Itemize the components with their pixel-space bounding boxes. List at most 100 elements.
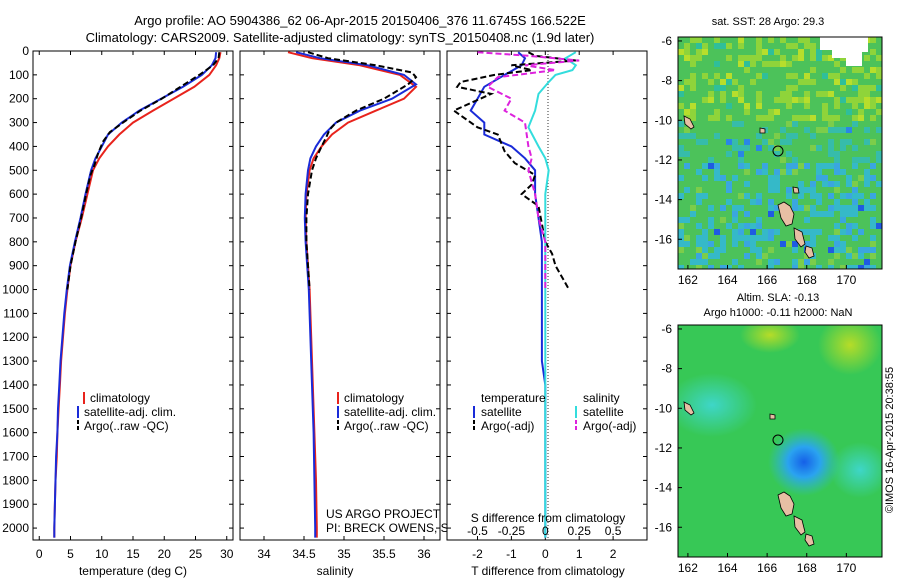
sst-cell xyxy=(714,43,720,49)
island xyxy=(792,186,800,194)
sst-cell xyxy=(678,145,684,151)
sst-cell xyxy=(804,253,810,259)
series-line-argo-raw-qc xyxy=(305,51,418,290)
sst-cell xyxy=(852,223,858,229)
sst-cell xyxy=(750,61,756,67)
sst-cell xyxy=(690,205,696,211)
map-y-tick-label: -14 xyxy=(655,481,673,495)
sst-cell xyxy=(798,55,804,61)
sst-cell xyxy=(840,79,846,85)
sst-cell xyxy=(678,241,684,247)
sst-map-frame xyxy=(677,36,883,270)
sst-cell xyxy=(810,79,816,85)
island xyxy=(793,515,806,536)
sst-cell xyxy=(780,157,786,163)
sst-cell xyxy=(732,229,738,235)
sst-cell xyxy=(864,97,870,103)
sst-cell xyxy=(846,265,852,269)
sst-cell xyxy=(786,43,792,49)
sst-cell xyxy=(678,91,684,97)
sst-cell xyxy=(876,85,882,91)
sst-cell xyxy=(756,115,762,121)
sst-cell xyxy=(768,211,774,217)
sst-cell xyxy=(846,97,852,103)
sst-cell xyxy=(810,211,816,217)
sst-cell xyxy=(840,145,846,151)
sst-cell xyxy=(858,157,864,163)
sst-cell xyxy=(828,145,834,151)
sst-cell xyxy=(852,253,858,259)
sst-cell xyxy=(840,241,846,247)
sst-cell xyxy=(864,55,870,61)
sst-cell xyxy=(864,103,870,109)
sst-cell xyxy=(834,199,840,205)
sst-cell xyxy=(780,55,786,61)
sst-cell xyxy=(762,73,768,79)
sst-cell xyxy=(768,181,774,187)
legend-label-temperature-argo: Argo(-adj) xyxy=(481,419,534,433)
map-y-tick-label: -8 xyxy=(661,362,672,376)
sst-cell xyxy=(696,37,702,43)
sst-cell xyxy=(720,43,726,49)
sst-cell xyxy=(708,265,714,269)
difference-top-axis-label: S difference from climatology xyxy=(471,511,626,525)
sst-cell xyxy=(714,247,720,253)
difference-panel: -2 -1 0 1 2 S difference from climatology -0… xyxy=(446,50,648,578)
figure-title-line2: Climatology: CARS2009. Satellite-adjuste… xyxy=(86,30,595,45)
sst-cell xyxy=(678,103,684,109)
sst-cell xyxy=(804,229,810,235)
sst-cell xyxy=(750,79,756,85)
argo-float-marker xyxy=(772,145,784,157)
sst-cell xyxy=(720,91,726,97)
sst-cell xyxy=(774,49,780,55)
sst-cell xyxy=(720,205,726,211)
sst-cell xyxy=(810,193,816,199)
map-x-tick-label: 162 xyxy=(678,561,698,575)
legend-label-satellite-adj: satellite-adj. clim. xyxy=(344,405,436,419)
sst-cell xyxy=(732,235,738,241)
sst-cell xyxy=(690,79,696,85)
sst-cell xyxy=(690,133,696,139)
y-tick-label: 300 xyxy=(9,116,29,130)
sst-cell xyxy=(768,199,774,205)
sst-cell xyxy=(696,199,702,205)
sst-cell xyxy=(750,241,756,247)
legend-label-argo: Argo(..raw -QC) xyxy=(344,419,429,433)
x-tick-label: 35.5 xyxy=(372,547,396,561)
sst-cell xyxy=(726,55,732,61)
top-x-tick-label: 0 xyxy=(542,524,549,538)
sst-cell xyxy=(870,97,876,103)
sst-cell xyxy=(792,73,798,79)
map-y-tick-label: -6 xyxy=(661,322,672,336)
sst-cell xyxy=(864,127,870,133)
map-y-tick-label: -12 xyxy=(655,153,673,167)
sst-cell xyxy=(834,223,840,229)
sst-cell xyxy=(738,235,744,241)
sst-cell xyxy=(708,115,714,121)
sst-cell xyxy=(834,127,840,133)
sst-cell xyxy=(714,37,720,43)
sst-cell xyxy=(858,205,864,211)
sst-cell xyxy=(834,229,840,235)
y-tick-label: 1500 xyxy=(2,402,29,416)
sst-cell xyxy=(768,145,774,151)
sst-cell xyxy=(810,133,816,139)
figure-title-line1: Argo profile: AO 5904386_62 06-Apr-2015 … xyxy=(134,13,586,28)
island xyxy=(804,245,815,259)
sst-cell xyxy=(696,169,702,175)
sst-cell xyxy=(732,211,738,217)
sst-cell xyxy=(870,175,876,181)
sst-cell xyxy=(828,181,834,187)
sst-cell xyxy=(756,37,762,43)
sst-cell xyxy=(822,73,828,79)
sst-cell xyxy=(870,241,876,247)
sst-cell xyxy=(870,235,876,241)
sst-cell xyxy=(708,223,714,229)
sst-cell xyxy=(858,109,864,115)
sst-cell xyxy=(678,247,684,253)
sst-cell xyxy=(792,241,798,247)
sst-cell xyxy=(798,97,804,103)
sst-cell xyxy=(864,73,870,79)
sst-cell xyxy=(738,91,744,97)
sst-cell xyxy=(786,85,792,91)
